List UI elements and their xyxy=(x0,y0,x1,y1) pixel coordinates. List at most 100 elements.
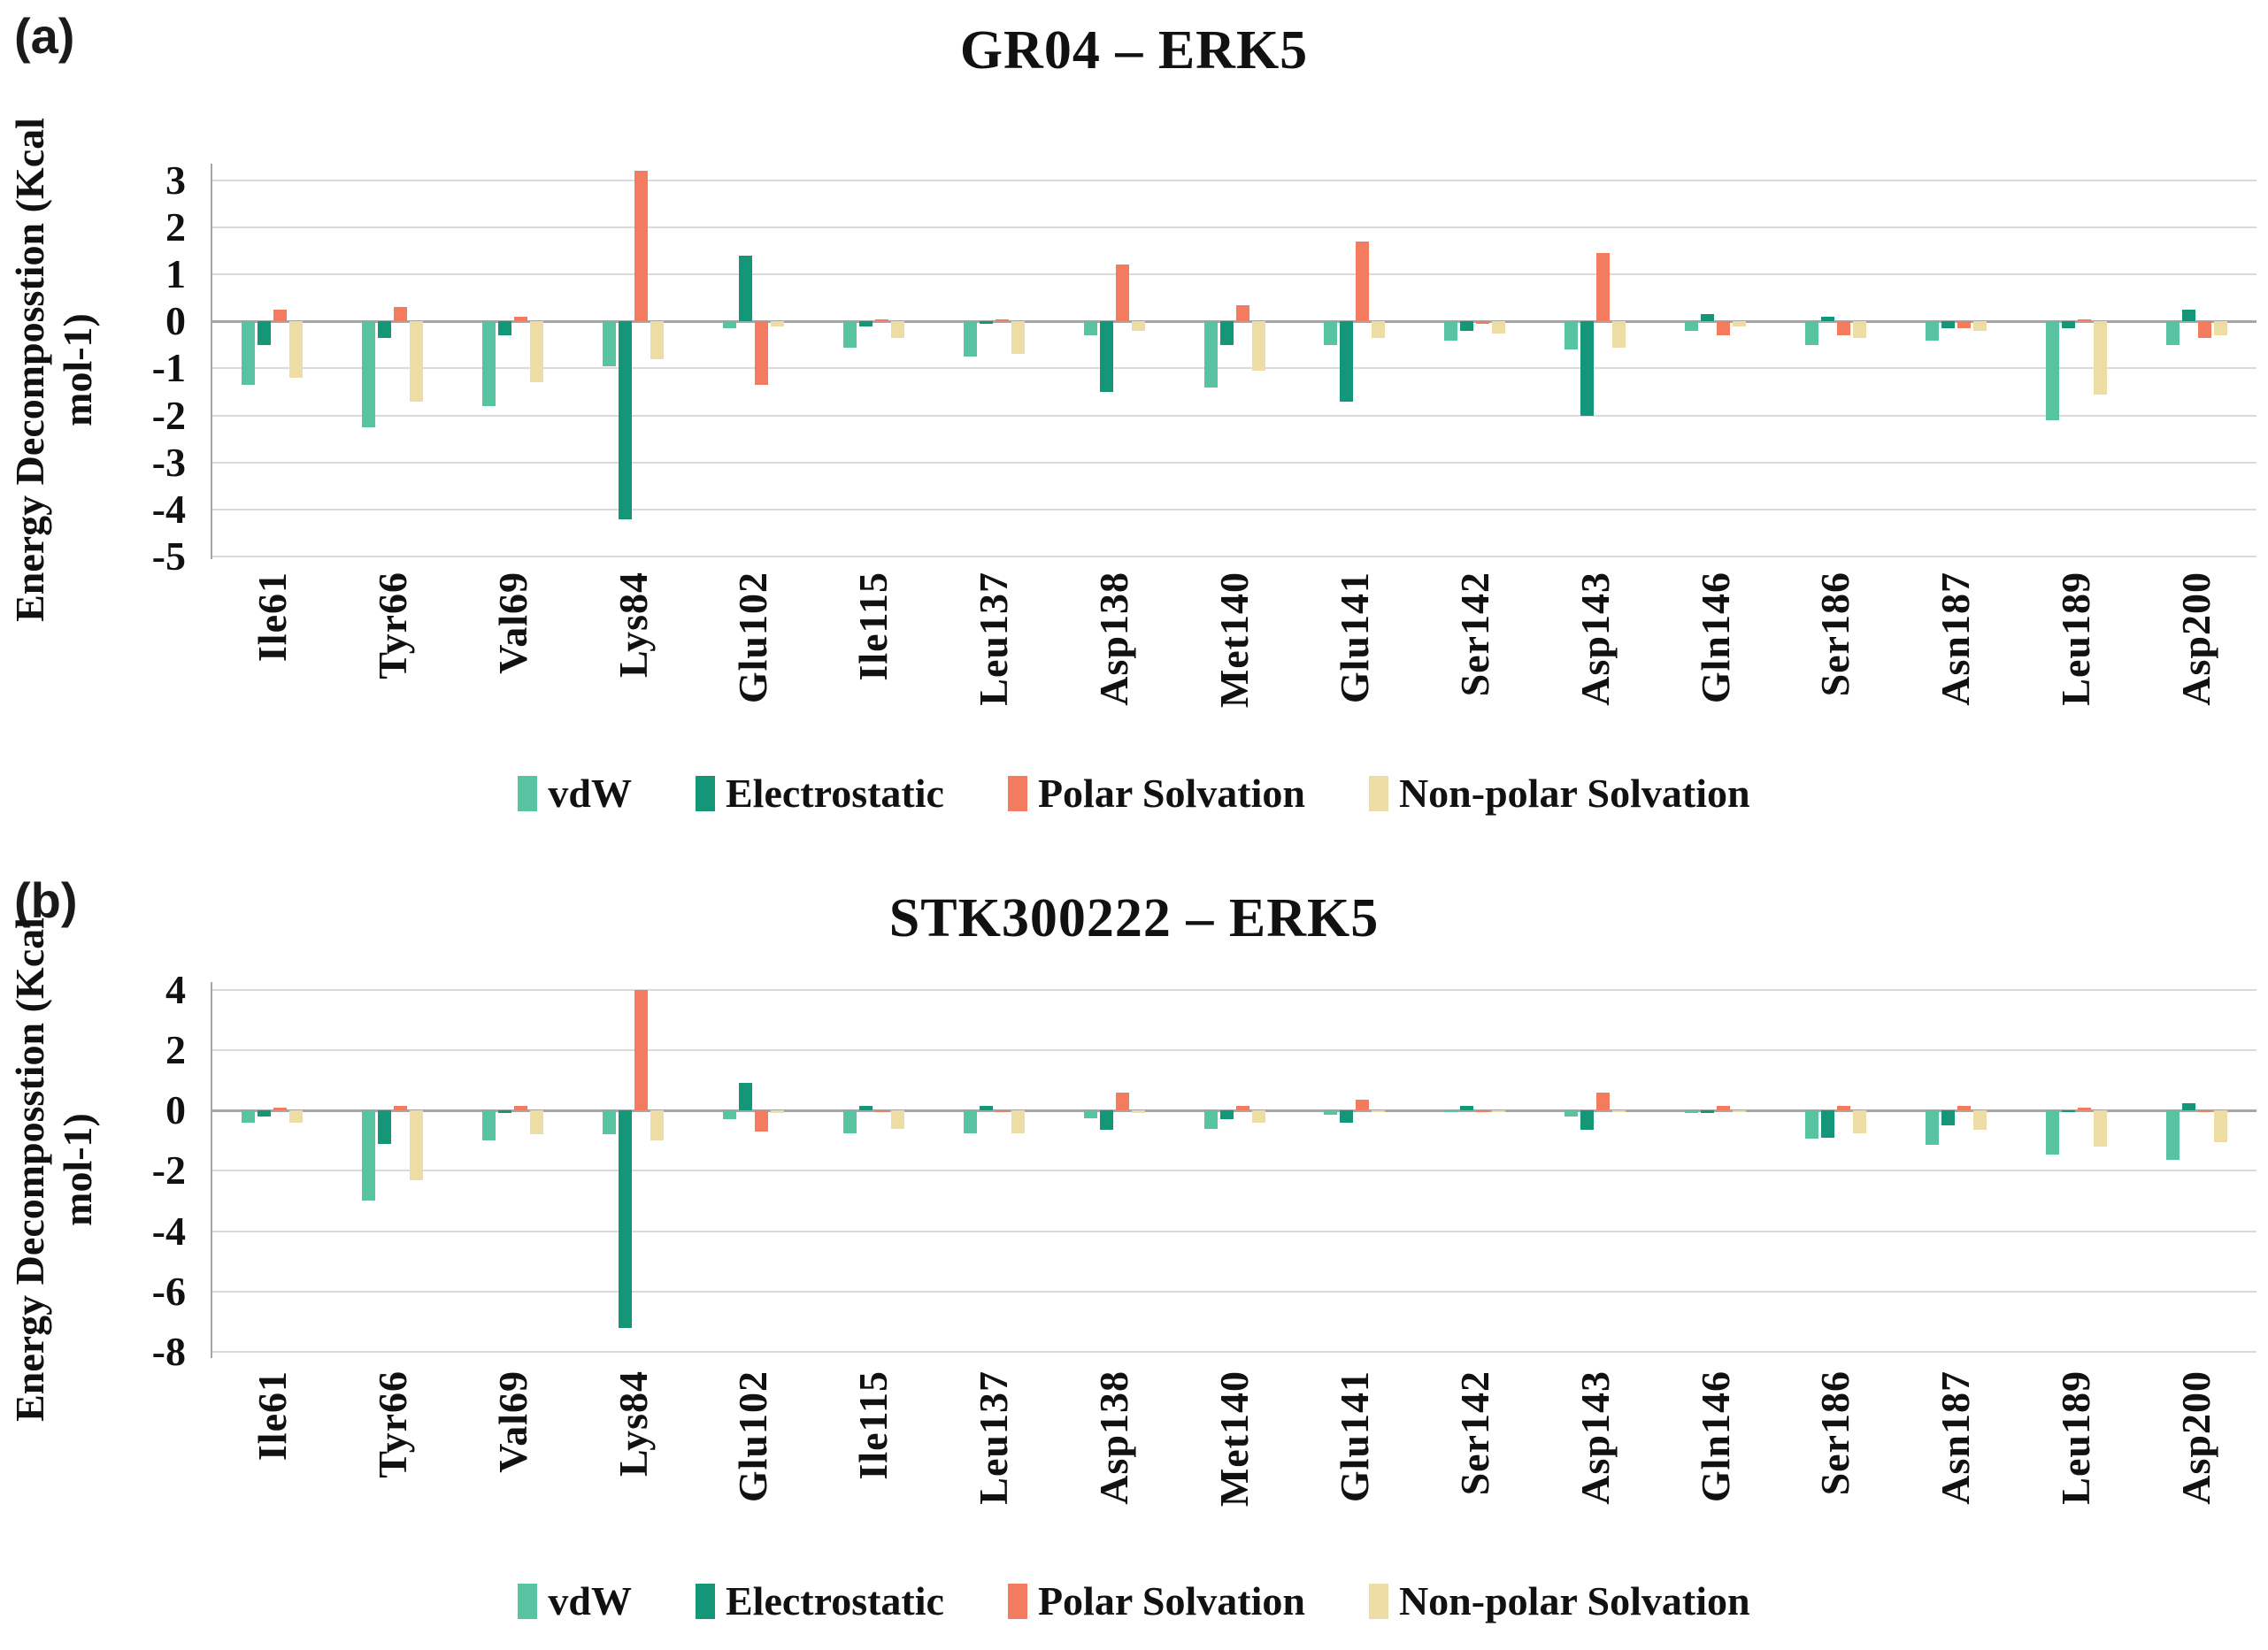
legend-label: Non-polar Solvation xyxy=(1398,771,1750,816)
bar xyxy=(362,321,376,427)
bar xyxy=(242,1110,256,1123)
bar xyxy=(1565,321,1579,350)
bar xyxy=(995,1110,1009,1113)
bar xyxy=(2197,321,2211,338)
legend-color-chip xyxy=(1368,1583,1388,1619)
bar xyxy=(1972,321,1987,331)
bar xyxy=(482,321,496,407)
gridline xyxy=(212,273,2256,276)
bar xyxy=(1219,1110,1234,1120)
bar xyxy=(2061,321,2075,329)
bar xyxy=(1340,1110,1354,1123)
y-tick-label: -2 xyxy=(151,392,186,438)
bar xyxy=(1852,1110,1866,1133)
x-tick-label: Gln146 xyxy=(1692,1370,1738,1503)
bar xyxy=(1492,321,1506,334)
bar xyxy=(289,321,304,379)
bar xyxy=(1444,1110,1458,1113)
bar xyxy=(1251,1110,1265,1123)
bar xyxy=(1596,253,1611,322)
gridline xyxy=(212,1048,2256,1051)
bar xyxy=(530,321,544,383)
bar xyxy=(1565,1110,1579,1117)
legend-item: Electrostatic xyxy=(696,1577,944,1624)
panel-a-label: (a) xyxy=(14,8,75,64)
bar xyxy=(1717,321,1731,336)
legend-label: Electrostatic xyxy=(726,771,944,816)
bar xyxy=(1701,314,1715,322)
bar xyxy=(1820,1110,1834,1138)
bar xyxy=(514,1106,528,1111)
bar xyxy=(1219,321,1234,345)
bar xyxy=(1203,321,1218,388)
bar xyxy=(995,318,1009,322)
bar xyxy=(482,1110,496,1141)
x-axis-line xyxy=(212,320,2256,324)
y-tick-label: 4 xyxy=(165,966,186,1012)
panel-b-label: (b) xyxy=(14,872,78,928)
bar xyxy=(410,321,424,402)
x-tick-label: Asn187 xyxy=(1933,572,1979,706)
bar xyxy=(273,310,288,322)
bar xyxy=(1612,321,1626,348)
gridline xyxy=(212,509,2256,511)
x-tick-label: Tyr66 xyxy=(369,572,415,679)
bar xyxy=(634,171,649,322)
gridline xyxy=(212,1170,2256,1172)
bar xyxy=(722,1110,736,1120)
x-tick-label: Lys84 xyxy=(610,572,656,679)
x-tick-label: Glu141 xyxy=(1331,1370,1377,1503)
gridline xyxy=(212,226,2256,228)
legend-item: Polar Solvation xyxy=(1007,770,1305,817)
bar xyxy=(498,1110,512,1114)
bar xyxy=(874,1110,888,1113)
bar xyxy=(1011,1110,1025,1133)
bar xyxy=(1685,1110,1699,1114)
bar xyxy=(1580,1110,1595,1131)
bar xyxy=(1083,1110,1097,1118)
legend-item: Non-polar Solvation xyxy=(1368,770,1750,817)
panel-b: (b) STK300222 – ERK5 Energy Decomposstio… xyxy=(0,863,2268,1650)
y-tick-label: 1 xyxy=(165,251,186,297)
x-tick-label: Leu137 xyxy=(971,1370,1017,1505)
x-tick-label: Leu137 xyxy=(971,572,1017,706)
bar xyxy=(1099,1110,1113,1131)
bar xyxy=(1925,321,1939,341)
bar xyxy=(963,321,977,357)
x-tick-label: Asp200 xyxy=(2173,572,2219,706)
bar xyxy=(1580,321,1595,416)
legend-label: Electrostatic xyxy=(726,1578,944,1623)
bar xyxy=(1460,321,1474,331)
panel-a-legend: vdW Electrostatic Polar Solvation Non-polar… xyxy=(0,770,2268,817)
bar xyxy=(890,1110,904,1129)
bar xyxy=(1733,1110,1747,1113)
legend-item: Electrostatic xyxy=(696,770,944,817)
bar xyxy=(2045,1110,2059,1155)
bar xyxy=(362,1110,376,1201)
gridline xyxy=(212,1351,2256,1354)
bar xyxy=(2213,321,2227,336)
bar xyxy=(378,1110,392,1144)
bar xyxy=(1115,1092,1129,1111)
panel-a-plot-area: 3 2 1 0 -1 -2 -3 -4 -5 Ile61 Tyr66 Val69 Lys84 Glu102… xyxy=(152,157,2256,708)
bar xyxy=(1372,321,1386,338)
bar xyxy=(874,318,888,322)
x-tick-label: Ile61 xyxy=(249,572,295,663)
bar xyxy=(979,321,993,324)
legend-label: vdW xyxy=(548,1578,632,1623)
bar xyxy=(650,1110,665,1141)
bar xyxy=(1476,321,1490,324)
bar xyxy=(1324,1110,1338,1116)
bar xyxy=(1941,321,1955,329)
bar xyxy=(1131,1110,1145,1114)
x-tick-label: Lys84 xyxy=(610,1370,656,1477)
y-tick-label: 0 xyxy=(165,298,186,344)
bar xyxy=(1460,1106,1474,1111)
x-tick-label: Asp143 xyxy=(1572,572,1618,706)
legend-label: vdW xyxy=(548,771,632,816)
x-tick-label: Ser186 xyxy=(1812,572,1858,697)
bar xyxy=(963,1110,977,1133)
legend-color-chip xyxy=(696,775,715,811)
bar xyxy=(1972,1110,1987,1131)
